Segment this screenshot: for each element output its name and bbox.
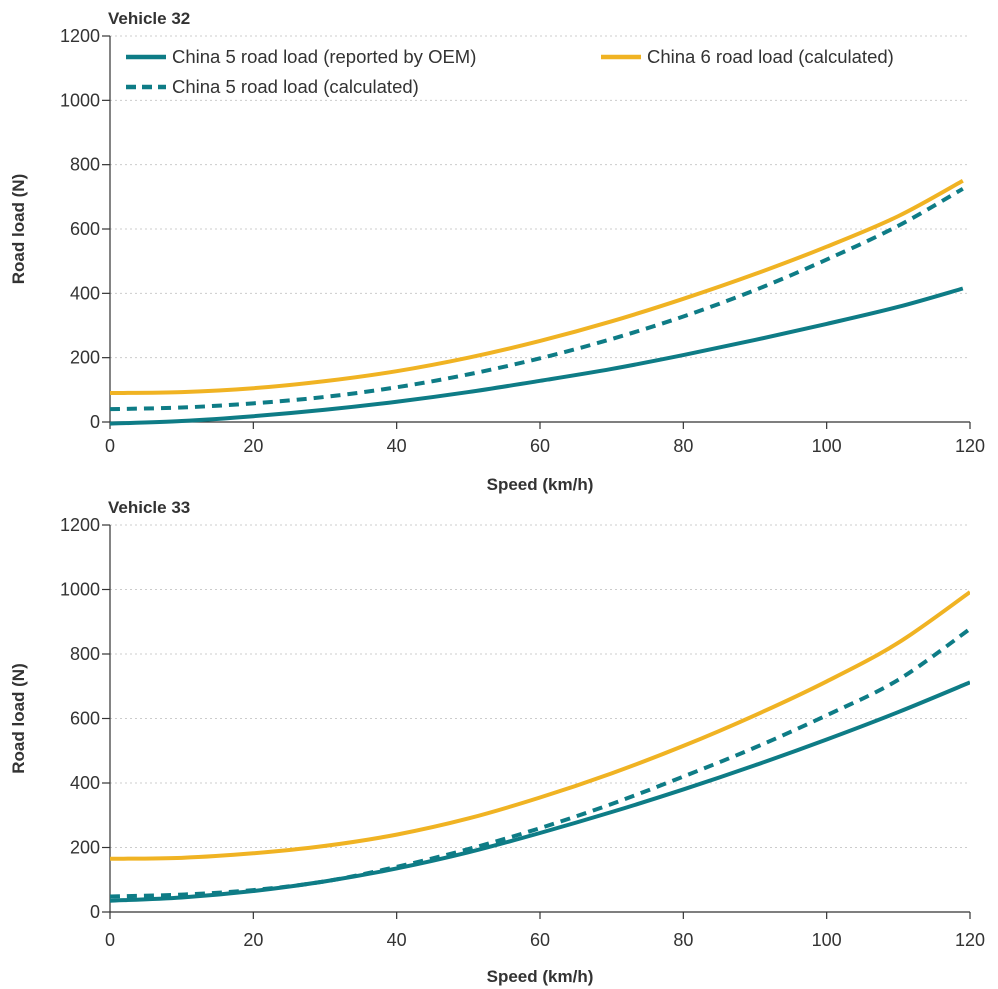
series-line-china6-calculated — [110, 590, 970, 861]
chart-title: Vehicle 32 — [108, 9, 190, 28]
y-tick-label: 600 — [70, 219, 100, 239]
chart-legend: China 5 road load (reported by OEM) China… — [126, 46, 894, 97]
y-tick-label: 400 — [70, 773, 100, 793]
x-tick-label: 60 — [530, 436, 550, 456]
y-tick-label: 1000 — [60, 580, 100, 600]
x-tick-label: 120 — [955, 436, 985, 456]
x-tick-label: 20 — [243, 436, 263, 456]
x-tick-label: 80 — [673, 436, 693, 456]
x-tick-label: 40 — [387, 930, 407, 950]
y-tick-label: 0 — [90, 412, 100, 432]
x-tick-label: 20 — [243, 930, 263, 950]
series-line-china6-calculated — [110, 178, 964, 396]
x-tick-label: 40 — [387, 436, 407, 456]
y-tick-label: 1200 — [60, 26, 100, 46]
y-tick-label: 200 — [70, 348, 100, 368]
x-axis-title: Speed (km/h) — [487, 475, 594, 494]
series-line-china5-calculated — [110, 187, 964, 412]
chart-panel-vehicle-33: Vehicle 33 0 200 400 600 800 1000 1200 0 20 40 60 80… — [9, 498, 985, 986]
x-tick-label: 80 — [673, 930, 693, 950]
x-tick-label: 100 — [812, 930, 842, 950]
y-tick-label: 600 — [70, 709, 100, 729]
series-line-china5-reported — [110, 680, 970, 903]
y-tick-label: 800 — [70, 644, 100, 664]
y-tick-label: 800 — [70, 155, 100, 175]
x-axis-title: Speed (km/h) — [487, 967, 594, 986]
x-tick-label: 60 — [530, 930, 550, 950]
y-tick-label: 400 — [70, 283, 100, 303]
legend-label: China 6 road load (calculated) — [647, 46, 894, 67]
y-axis-title: Road load (N) — [9, 663, 28, 774]
chart-panel-vehicle-32: Vehicle 32 0 200 400 600 800 1000 1200 0 20 40 60 80… — [9, 9, 985, 494]
x-tick-label: 0 — [105, 436, 115, 456]
x-tick-label: 120 — [955, 930, 985, 950]
legend-label: China 5 road load (reported by OEM) — [172, 46, 476, 67]
chart-title: Vehicle 33 — [108, 498, 190, 517]
y-tick-label: 1200 — [60, 515, 100, 535]
y-axis-title: Road load (N) — [9, 174, 28, 285]
y-tick-label: 200 — [70, 838, 100, 858]
x-tick-label: 100 — [812, 436, 842, 456]
series-line-china5-reported — [110, 286, 964, 426]
x-tick-label: 0 — [105, 930, 115, 950]
y-tick-label: 1000 — [60, 90, 100, 110]
legend-label: China 5 road load (calculated) — [172, 76, 419, 97]
y-tick-label: 0 — [90, 902, 100, 922]
